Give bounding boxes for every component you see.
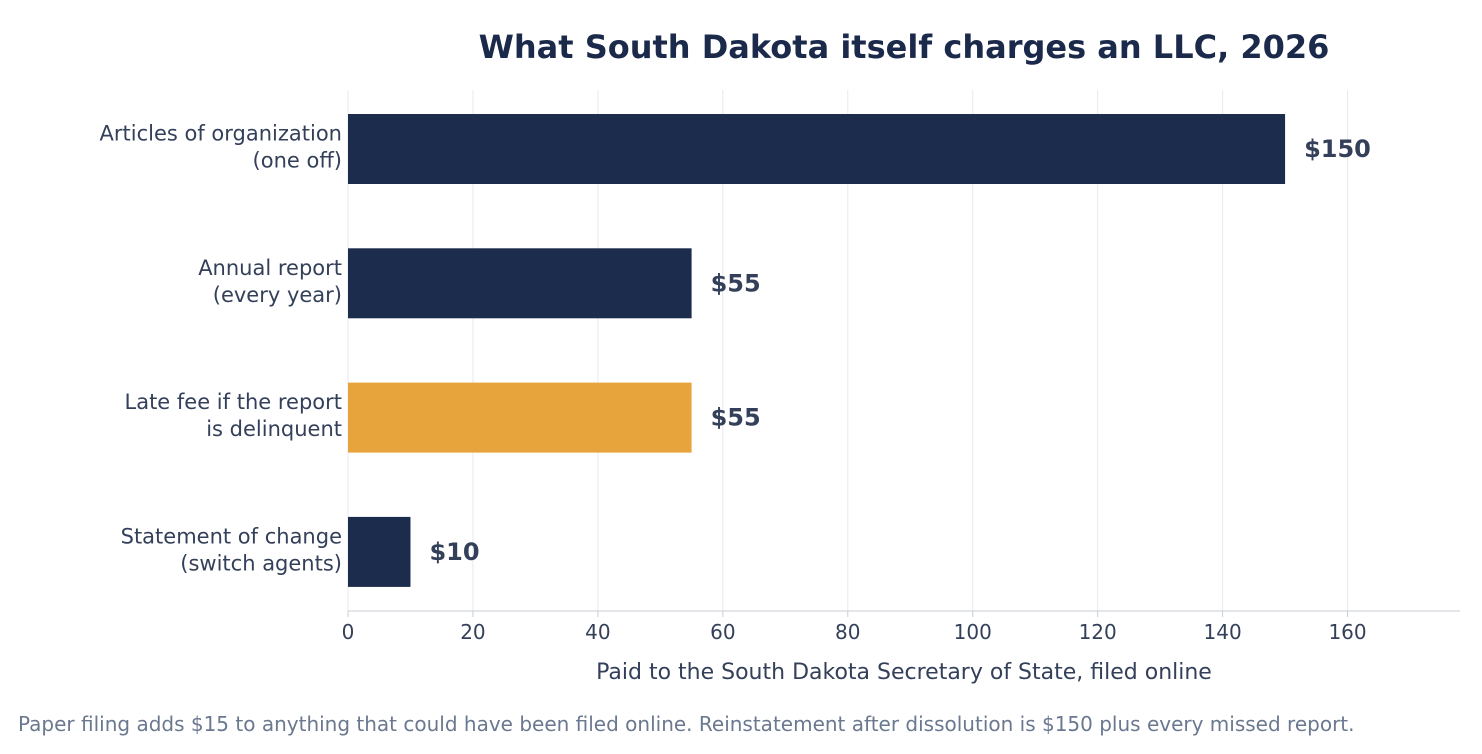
data-label: $10 xyxy=(429,538,479,566)
x-tick-label: 140 xyxy=(1204,620,1242,644)
x-tick-label: 20 xyxy=(460,620,485,644)
category-label: (switch agents) xyxy=(180,551,342,575)
category-label: Statement of change xyxy=(121,524,342,548)
category-label: (every year) xyxy=(213,283,342,307)
category-label: Late fee if the report xyxy=(125,390,343,414)
bar xyxy=(348,114,1286,184)
category-label: is delinquent xyxy=(206,417,342,441)
category-label: (one off) xyxy=(253,149,342,173)
data-label: $55 xyxy=(711,269,761,297)
x-tick-label: 120 xyxy=(1079,620,1117,644)
data-label: $150 xyxy=(1304,135,1371,163)
x-tick-label: 0 xyxy=(342,620,355,644)
bar xyxy=(348,248,692,319)
data-label: $55 xyxy=(711,404,761,432)
x-axis: 0 20 40 60 80 100 120 140 160 xyxy=(342,610,1460,644)
category-label: Annual report xyxy=(198,256,342,280)
footnote: Paper filing adds $15 to anything that c… xyxy=(18,712,1354,736)
x-tick-label: 100 xyxy=(954,620,992,644)
x-tick-label: 60 xyxy=(710,620,735,644)
chart-title: What South Dakota itself charges an LLC,… xyxy=(479,28,1330,66)
category-label: Articles of organization xyxy=(100,122,342,146)
bar xyxy=(348,516,411,587)
bars: $150 $55 $55 $10 xyxy=(348,114,1371,587)
x-tick-label: 40 xyxy=(585,620,610,644)
bar xyxy=(348,382,692,453)
x-axis-label: Paid to the South Dakota Secretary of St… xyxy=(596,660,1212,685)
category-labels: Articles of organization (one off) Annual … xyxy=(100,122,342,576)
x-tick-label: 160 xyxy=(1328,620,1366,644)
x-tick-label: 80 xyxy=(835,620,860,644)
